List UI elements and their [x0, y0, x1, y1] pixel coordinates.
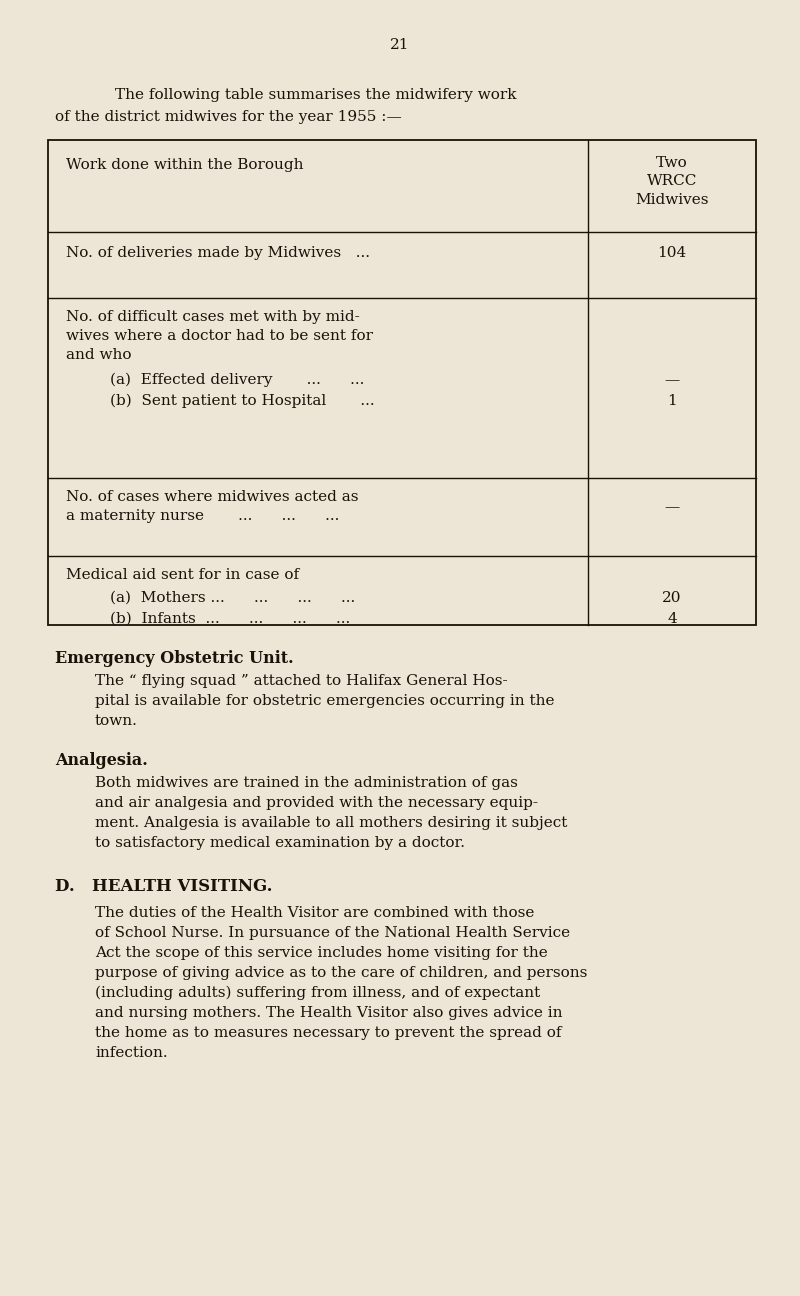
Text: The following table summarises the midwifery work: The following table summarises the midwi… — [115, 88, 517, 102]
Text: and nursing mothers. The Health Visitor also gives advice in: and nursing mothers. The Health Visitor … — [95, 1006, 562, 1020]
Text: the home as to measures necessary to prevent the spread of: the home as to measures necessary to pre… — [95, 1026, 562, 1039]
Text: Two
WRCC
Midwives: Two WRCC Midwives — [635, 156, 709, 207]
Text: No. of deliveries made by Midwives   ...: No. of deliveries made by Midwives ... — [66, 246, 370, 260]
Text: 20: 20 — [662, 591, 682, 605]
Text: 4: 4 — [667, 612, 677, 626]
Text: 21: 21 — [390, 38, 410, 52]
Text: —: — — [664, 500, 680, 515]
Text: (including adults) suffering from illness, and of expectant: (including adults) suffering from illnes… — [95, 986, 540, 1001]
Text: —: — — [664, 373, 680, 388]
Text: purpose of giving advice as to the care of children, and persons: purpose of giving advice as to the care … — [95, 966, 587, 980]
Text: and who: and who — [66, 349, 131, 362]
Text: pital is available for obstetric emergencies occurring in the: pital is available for obstetric emergen… — [95, 693, 554, 708]
Text: Act the scope of this service includes home visiting for the: Act the scope of this service includes h… — [95, 946, 548, 960]
Text: Both midwives are trained in the administration of gas: Both midwives are trained in the adminis… — [95, 776, 518, 791]
Text: (a)  Effected delivery       ...      ...: (a) Effected delivery ... ... — [110, 373, 364, 388]
Text: (a)  Mothers ...      ...      ...      ...: (a) Mothers ... ... ... ... — [110, 591, 355, 605]
Text: D.   HEALTH VISITING.: D. HEALTH VISITING. — [55, 877, 273, 896]
Text: a maternity nurse       ...      ...      ...: a maternity nurse ... ... ... — [66, 509, 339, 524]
Text: to satisfactory medical examination by a doctor.: to satisfactory medical examination by a… — [95, 836, 465, 850]
Text: of School Nurse. In pursuance of the National Health Service: of School Nurse. In pursuance of the Nat… — [95, 927, 570, 940]
Text: Medical aid sent for in case of: Medical aid sent for in case of — [66, 568, 299, 582]
Text: Work done within the Borough: Work done within the Borough — [66, 158, 303, 172]
Text: 1: 1 — [667, 394, 677, 408]
Text: No. of difficult cases met with by mid-: No. of difficult cases met with by mid- — [66, 310, 360, 324]
Text: The duties of the Health Visitor are combined with those: The duties of the Health Visitor are com… — [95, 906, 534, 920]
Text: Emergency Obstetric Unit.: Emergency Obstetric Unit. — [55, 651, 294, 667]
Text: No. of cases where midwives acted as: No. of cases where midwives acted as — [66, 490, 358, 504]
Text: wives where a doctor had to be sent for: wives where a doctor had to be sent for — [66, 329, 373, 343]
Text: town.: town. — [95, 714, 138, 728]
Text: (b)  Infants  ...      ...      ...      ...: (b) Infants ... ... ... ... — [110, 612, 350, 626]
Text: (b)  Sent patient to Hospital       ...: (b) Sent patient to Hospital ... — [110, 394, 374, 408]
Bar — [48, 140, 756, 625]
Text: infection.: infection. — [95, 1046, 168, 1060]
Text: of the district midwives for the year 1955 :—: of the district midwives for the year 19… — [55, 110, 402, 124]
Text: and air analgesia and provided with the necessary equip-: and air analgesia and provided with the … — [95, 796, 538, 810]
Text: The “ flying squad ” attached to Halifax General Hos-: The “ flying squad ” attached to Halifax… — [95, 674, 508, 688]
Text: Analgesia.: Analgesia. — [55, 752, 148, 769]
Text: 104: 104 — [658, 246, 686, 260]
Text: ment. Analgesia is available to all mothers desiring it subject: ment. Analgesia is available to all moth… — [95, 816, 567, 829]
